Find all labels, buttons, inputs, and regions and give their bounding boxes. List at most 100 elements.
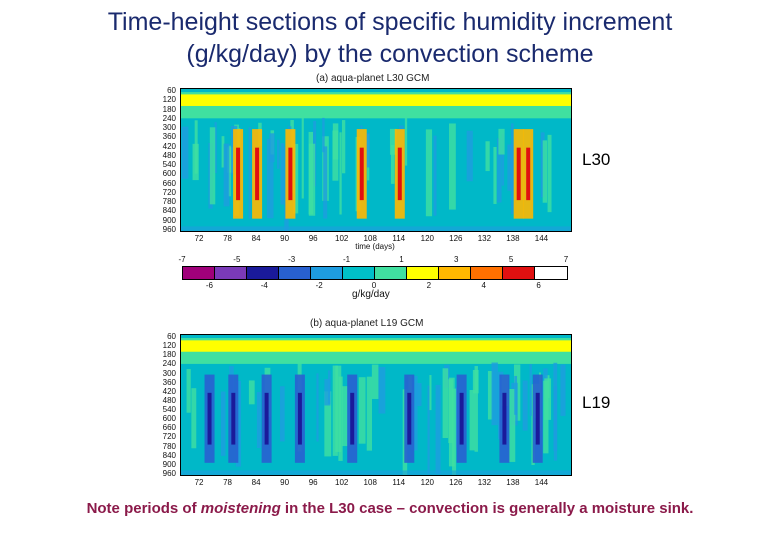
streak xyxy=(448,379,453,444)
x-tick-label: 102 xyxy=(335,478,349,487)
lower-edge xyxy=(181,470,571,475)
streak xyxy=(338,376,343,461)
streak xyxy=(435,384,441,474)
x-tick-label: 126 xyxy=(449,234,463,243)
streak xyxy=(543,380,549,454)
streak xyxy=(293,143,299,214)
streak xyxy=(485,141,490,172)
streak xyxy=(547,134,552,213)
streak xyxy=(322,117,325,153)
colorbar-swatch xyxy=(535,267,567,279)
streak xyxy=(181,126,189,179)
colorbar-top-label: -1 xyxy=(343,255,351,264)
y-tick-label: 780 xyxy=(162,441,176,451)
streak xyxy=(560,364,566,416)
colorbar-bottom-label: 6 xyxy=(536,281,541,290)
streak xyxy=(223,143,230,207)
streak xyxy=(474,366,478,452)
x-tick-label: 90 xyxy=(280,234,290,243)
y-tick-label: 360 xyxy=(162,132,176,142)
upper-band-core xyxy=(181,94,571,106)
x-tick-label: 138 xyxy=(506,234,520,243)
panel-a-heatmap-svg xyxy=(181,89,571,231)
streak xyxy=(455,387,458,448)
y-tick-label: 540 xyxy=(162,160,176,170)
streak xyxy=(493,147,497,204)
streak xyxy=(280,386,285,442)
colorbar-bottom-label: 4 xyxy=(481,281,486,290)
y-tick-label: 420 xyxy=(162,141,176,151)
y-tick-label: 300 xyxy=(162,368,176,378)
streak xyxy=(413,375,418,451)
y-tick-label: 540 xyxy=(162,405,176,415)
y-tick-label: 60 xyxy=(167,86,176,96)
x-tick-label: 96 xyxy=(308,478,318,487)
streak xyxy=(508,388,516,462)
y-tick-label: 900 xyxy=(162,459,176,469)
x-tick-label: 78 xyxy=(223,234,232,243)
streak xyxy=(427,385,430,475)
streak xyxy=(276,139,280,169)
colorbar-top-label: 7 xyxy=(563,255,569,264)
streak xyxy=(214,122,217,174)
streak xyxy=(553,386,558,461)
streak xyxy=(514,375,518,415)
colorbar-top-label: 3 xyxy=(454,255,459,264)
note-text: Note periods of moistening in the L30 ca… xyxy=(0,500,780,517)
streak xyxy=(365,132,370,168)
streak xyxy=(221,136,225,168)
colorbar-swatch xyxy=(375,267,407,279)
y-tick-label: 720 xyxy=(162,432,176,442)
colorbar-top-label: -3 xyxy=(288,255,296,264)
burst-core xyxy=(407,392,412,445)
note-emphasis: moistening xyxy=(200,500,281,517)
y-tick-label: 480 xyxy=(162,395,176,405)
streak xyxy=(191,388,197,449)
streak xyxy=(429,375,432,411)
streak xyxy=(308,143,316,216)
streak xyxy=(501,133,505,186)
streak xyxy=(404,117,408,166)
streak xyxy=(341,120,346,174)
panel-b-heatmap xyxy=(180,334,572,476)
x-tick-label: 114 xyxy=(392,478,406,487)
streak xyxy=(542,140,548,203)
streak xyxy=(339,132,342,215)
streak xyxy=(433,135,437,216)
panel-a-label: L30 xyxy=(582,150,611,169)
colorbar-swatch xyxy=(247,267,279,279)
streak xyxy=(390,145,395,184)
streak xyxy=(316,373,319,442)
y-tick-label: 720 xyxy=(162,187,176,197)
streak xyxy=(378,367,386,414)
note-part-1: Note periods of xyxy=(86,500,201,517)
y-tick-label: 180 xyxy=(162,104,176,114)
streak xyxy=(248,380,255,405)
streak xyxy=(280,143,285,205)
burst-core xyxy=(231,392,236,445)
streak xyxy=(507,144,514,191)
title-line-2: (g/kg/day) by the convection scheme xyxy=(186,40,594,68)
x-tick-label: 96 xyxy=(308,234,318,243)
streak xyxy=(469,389,475,451)
y-tick-label: 480 xyxy=(162,150,176,160)
colorbar-swatch xyxy=(215,267,247,279)
streak xyxy=(186,369,191,413)
streak xyxy=(324,391,332,457)
colorbar-bottom-label: 0 xyxy=(371,281,377,290)
burst-core xyxy=(350,392,355,445)
x-tick-label: 138 xyxy=(506,478,520,487)
burst-core xyxy=(297,392,302,445)
x-tick-label: 144 xyxy=(534,234,549,243)
y-tick-label: 600 xyxy=(162,414,176,424)
y-tick-label: 300 xyxy=(162,123,176,133)
streak xyxy=(323,146,328,219)
x-tick-label: 108 xyxy=(363,478,377,487)
streak xyxy=(235,380,241,467)
colorbar-bottom-label: -4 xyxy=(260,281,268,290)
y-tick-label: 360 xyxy=(162,377,176,387)
streak xyxy=(491,362,498,426)
burst-core xyxy=(264,392,269,445)
panel-b-title: (b) aqua-planet L19 GCM xyxy=(310,318,424,329)
upper-band-core xyxy=(181,340,571,352)
